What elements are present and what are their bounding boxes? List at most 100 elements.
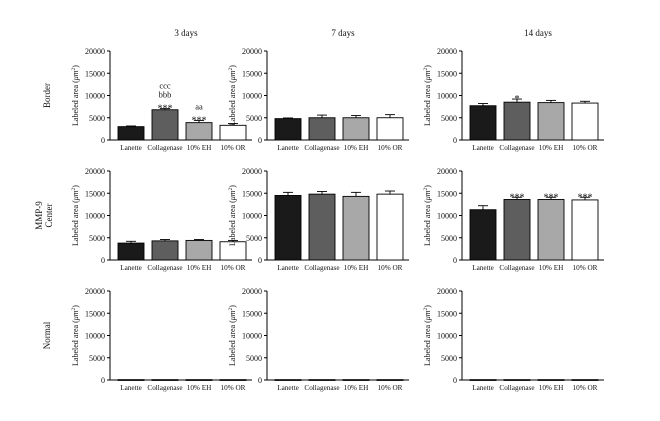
bar-collagenase xyxy=(308,193,336,261)
y-axis-label-sup: 2 xyxy=(423,307,429,310)
x-tick-label: 10% EH xyxy=(187,264,212,272)
x-tick-label: Collagenase xyxy=(304,144,339,152)
x-tick-label: Collagenase xyxy=(304,264,339,272)
bar-10-or xyxy=(219,379,247,381)
x-tick-label: 10% EH xyxy=(539,264,564,272)
y-tick-label: 10000 xyxy=(437,92,457,101)
x-tick-label: 10% EH xyxy=(187,384,212,392)
y-tick-label: 20000 xyxy=(437,47,457,56)
row-label-1-0: MMP-9 xyxy=(34,201,44,230)
y-axis-label-unit: μm xyxy=(423,70,432,81)
y-axis-label-unit: μm xyxy=(423,190,432,201)
y-axis-label: Labeled area (μm2) xyxy=(423,185,432,246)
bar-10-eh xyxy=(185,379,213,381)
bar-10-or xyxy=(571,379,599,381)
x-tick-label: 10% OR xyxy=(221,264,246,272)
y-axis-label: Labeled area (μm2) xyxy=(71,305,80,366)
significance-label: *** xyxy=(578,192,593,203)
y-tick-label: 20000 xyxy=(242,47,262,56)
y-axis-label-sup: 2 xyxy=(71,307,77,310)
bar-collagenase xyxy=(151,109,179,141)
y-axis-label-close: ) xyxy=(71,305,80,308)
y-axis-label-main: Labeled area ( xyxy=(71,200,80,246)
y-tick-label: 0 xyxy=(258,136,262,145)
y-axis-label-unit: μm xyxy=(71,310,80,321)
x-tick-label: 10% OR xyxy=(378,384,403,392)
x-tick-label: Lanette xyxy=(120,264,142,272)
y-tick-label: 10000 xyxy=(437,212,457,221)
y-tick-label: 15000 xyxy=(85,309,105,318)
y-tick-label: 5000 xyxy=(441,114,457,123)
significance-label: *** xyxy=(192,115,207,126)
y-axis-label-main: Labeled area ( xyxy=(71,80,80,126)
x-tick-label: Lanette xyxy=(472,384,494,392)
y-tick-label: 10000 xyxy=(85,92,105,101)
x-tick-label: Collagenase xyxy=(147,264,182,272)
y-axis-label-unit: μm xyxy=(71,70,80,81)
y-tick-label: 20000 xyxy=(242,167,262,176)
x-tick-label: Collagenase xyxy=(499,264,534,272)
bar-collagenase xyxy=(308,379,336,381)
y-tick-label: 5000 xyxy=(89,114,105,123)
y-tick-label: 0 xyxy=(453,376,457,385)
significance-label: *** xyxy=(510,192,525,203)
x-tick-label: Lanette xyxy=(472,144,494,152)
x-tick-label: Lanette xyxy=(277,144,299,152)
y-axis-label: Labeled area (μm2) xyxy=(228,305,237,366)
x-tick-label: 10% OR xyxy=(573,264,598,272)
bar-lanette xyxy=(117,126,145,141)
x-tick-label: 10% OR xyxy=(221,384,246,392)
y-tick-label: 0 xyxy=(453,256,457,265)
y-axis-label-unit: μm xyxy=(228,310,237,321)
y-axis-label: Labeled area (μm2) xyxy=(423,305,432,366)
y-tick-label: 10000 xyxy=(242,332,262,341)
x-tick-label: Collagenase xyxy=(147,384,182,392)
bar-10-or xyxy=(376,117,404,141)
y-axis-label-main: Labeled area ( xyxy=(423,80,432,126)
y-axis-label-sup: 2 xyxy=(228,67,234,70)
y-axis-label-close: ) xyxy=(71,185,80,188)
y-axis-label-main: Labeled area ( xyxy=(228,200,237,246)
y-tick-label: 0 xyxy=(101,136,105,145)
y-tick-label: 0 xyxy=(258,256,262,265)
y-tick-label: 0 xyxy=(453,136,457,145)
y-tick-label: 20000 xyxy=(85,287,105,296)
y-axis-label: Labeled area (μm2) xyxy=(71,185,80,246)
x-tick-label: 10% OR xyxy=(573,384,598,392)
y-tick-label: 15000 xyxy=(437,189,457,198)
significance-label: *** xyxy=(544,192,559,203)
x-tick-label: 10% EH xyxy=(539,144,564,152)
bar-lanette xyxy=(274,379,302,381)
bar-10-or xyxy=(571,199,599,261)
x-tick-label: 10% EH xyxy=(344,384,369,392)
y-tick-label: 15000 xyxy=(242,69,262,78)
y-tick-label: 15000 xyxy=(437,309,457,318)
y-axis-label-sup: 2 xyxy=(71,187,77,190)
bar-collagenase xyxy=(308,117,336,141)
y-axis-label-sup: 2 xyxy=(423,187,429,190)
x-tick-label: 10% OR xyxy=(378,264,403,272)
x-tick-label: Lanette xyxy=(277,384,299,392)
bar-lanette xyxy=(117,379,145,381)
bar-10-eh xyxy=(537,199,565,261)
y-axis-label-main: Labeled area ( xyxy=(228,320,237,366)
y-axis-label-close: ) xyxy=(423,65,432,68)
y-axis-label-unit: μm xyxy=(228,190,237,201)
y-axis-label-sup: 2 xyxy=(71,67,77,70)
x-tick-label: 10% EH xyxy=(187,144,212,152)
row-label-0-0: Border xyxy=(42,83,52,108)
bar-10-eh xyxy=(537,102,565,141)
y-tick-label: 5000 xyxy=(246,354,262,363)
x-tick-label: Lanette xyxy=(120,144,142,152)
y-axis-label-unit: μm xyxy=(71,190,80,201)
x-tick-label: 10% OR xyxy=(221,144,246,152)
x-tick-label: 10% EH xyxy=(539,384,564,392)
y-tick-label: 5000 xyxy=(246,234,262,243)
y-axis-label-unit: μm xyxy=(423,310,432,321)
